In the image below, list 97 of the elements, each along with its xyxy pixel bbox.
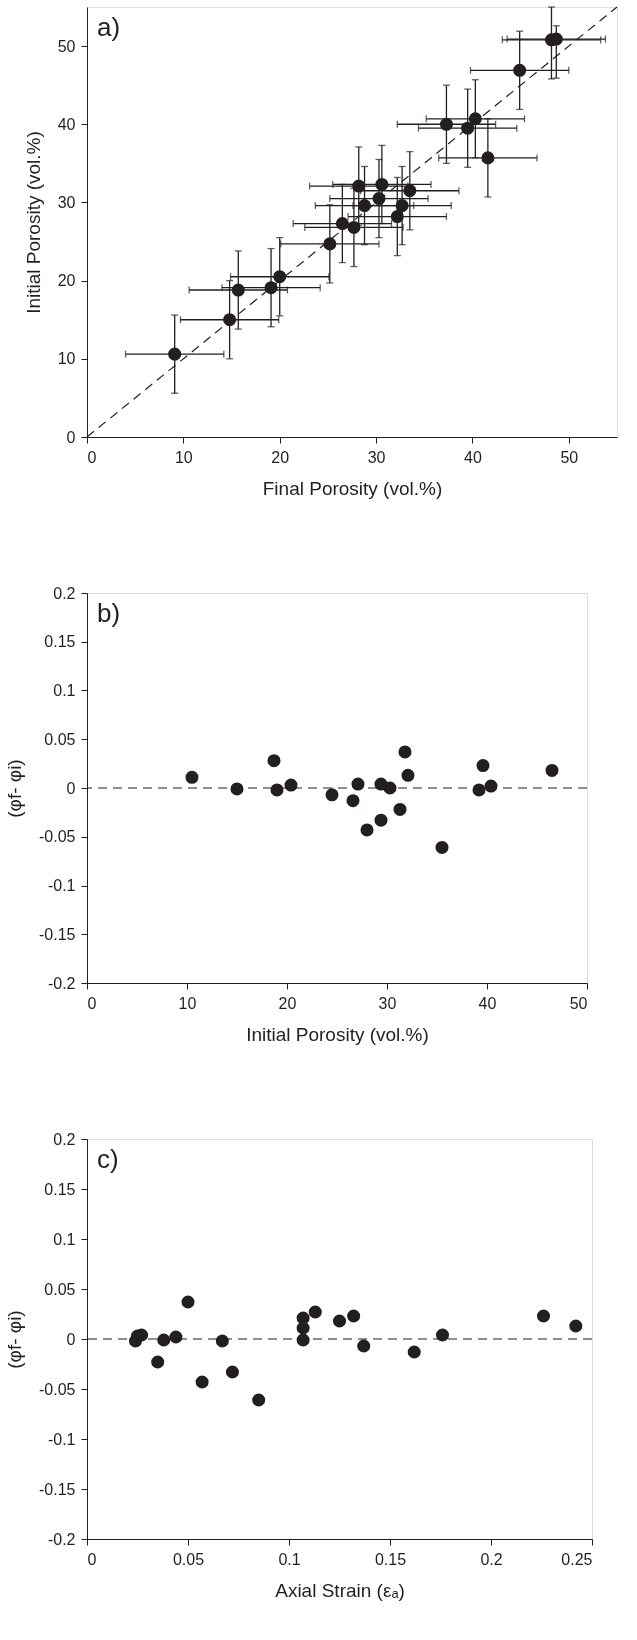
y-tick-label: 10 — [57, 350, 76, 368]
x-tick-label: 0 — [87, 994, 97, 1012]
point — [468, 112, 482, 126]
y-tick-label: 20 — [57, 272, 76, 290]
point — [395, 199, 409, 213]
point — [264, 281, 278, 295]
y-tick-label: 0.2 — [53, 1130, 76, 1148]
x-tick-label: 0.1 — [278, 1550, 301, 1568]
point — [267, 754, 281, 768]
y-axis-title: (φf- φi) — [4, 759, 26, 818]
y-axis-title: Initial Porosity (vol.%) — [22, 131, 44, 314]
annotation: a) — [97, 12, 121, 42]
x-axis-title: Final Porosity (vol.%) — [262, 477, 443, 499]
annotation: c) — [97, 1144, 119, 1174]
x-tick-label: 0.05 — [172, 1550, 205, 1568]
point — [401, 768, 415, 782]
point — [308, 1305, 322, 1319]
point — [195, 1375, 209, 1389]
x-tick-label: 50 — [560, 448, 579, 466]
x-tick-label: 0.25 — [561, 1550, 593, 1568]
point — [252, 1393, 266, 1407]
point — [151, 1355, 165, 1369]
point — [325, 788, 339, 802]
point — [374, 813, 388, 827]
point — [476, 759, 490, 773]
point — [357, 1339, 371, 1353]
x-tick-label: 0.15 — [374, 1550, 407, 1568]
y-tick-label: 0.15 — [44, 633, 76, 651]
y-tick-label: -0.15 — [39, 925, 76, 943]
point — [273, 270, 287, 284]
point — [225, 1365, 239, 1379]
point — [296, 1321, 310, 1335]
point — [375, 177, 389, 191]
x-tick-label: 30 — [378, 994, 397, 1012]
x-axis-title: Initial Porosity (vol.%) — [246, 1023, 429, 1045]
x-tick-label: 40 — [464, 448, 482, 466]
x-tick-label: 0 — [87, 448, 97, 466]
point — [436, 1328, 450, 1342]
x-tick-label: 40 — [478, 994, 497, 1012]
point — [332, 1314, 347, 1328]
y-tick-label: 0.1 — [53, 682, 76, 699]
point — [135, 1328, 149, 1342]
y-tick-label: -0.1 — [47, 1430, 76, 1448]
y-tick-label: 40 — [57, 115, 76, 133]
x-tick-label: 10 — [174, 448, 193, 466]
point — [407, 1345, 421, 1359]
point — [372, 192, 386, 206]
point — [358, 199, 372, 213]
y-tick-label: -0.2 — [47, 1530, 76, 1548]
y-tick-label: 0.05 — [44, 730, 76, 748]
y-tick-label: -0.05 — [39, 828, 76, 846]
point — [439, 117, 453, 131]
point — [513, 63, 527, 77]
y-tick-label: 0 — [66, 428, 76, 446]
y-tick-label: 0.05 — [44, 1280, 76, 1298]
point — [569, 1319, 583, 1333]
point — [181, 1295, 195, 1309]
point — [398, 745, 412, 759]
y-axis-title: (φf- φi) — [4, 1310, 26, 1369]
x-tick-label: 10 — [178, 994, 197, 1012]
point — [168, 347, 182, 361]
y-tick-label: -0.2 — [47, 974, 76, 992]
point — [545, 763, 559, 777]
point — [185, 770, 199, 784]
point — [537, 1309, 551, 1323]
x-tick-label: 20 — [271, 448, 290, 466]
y-tick-label: 0 — [66, 779, 76, 797]
y-tick-label: -0.15 — [39, 1480, 76, 1498]
point — [481, 151, 495, 165]
point — [347, 220, 361, 234]
point — [390, 210, 404, 224]
point — [360, 823, 374, 837]
point — [352, 179, 366, 193]
point — [403, 184, 417, 198]
x-tick-label: 20 — [278, 994, 297, 1012]
y-tick-label: 0.15 — [44, 1180, 76, 1198]
x-tick-label: 0.2 — [480, 1550, 503, 1568]
point — [346, 794, 360, 808]
x-axis-title: Axial Strain (εₐ) — [275, 1579, 405, 1601]
y-tick-label: 30 — [57, 193, 76, 211]
point — [323, 237, 337, 251]
y-tick-label: -0.1 — [47, 877, 76, 894]
x-tick-label: 30 — [367, 448, 386, 466]
point — [335, 217, 349, 231]
y-tick-label: -0.05 — [39, 1380, 76, 1398]
x-tick-label: 0 — [87, 1550, 97, 1568]
point — [393, 802, 407, 816]
annotation: b) — [97, 598, 121, 628]
y-tick-label: 0 — [66, 1330, 76, 1348]
point — [347, 1309, 361, 1323]
y-tick-label: 50 — [57, 37, 76, 55]
point — [231, 283, 245, 297]
x-tick-label: 50 — [569, 994, 588, 1012]
y-tick-label: 0.2 — [53, 584, 76, 602]
y-tick-label: 0.1 — [53, 1230, 76, 1248]
point — [461, 121, 475, 135]
point — [435, 840, 449, 854]
